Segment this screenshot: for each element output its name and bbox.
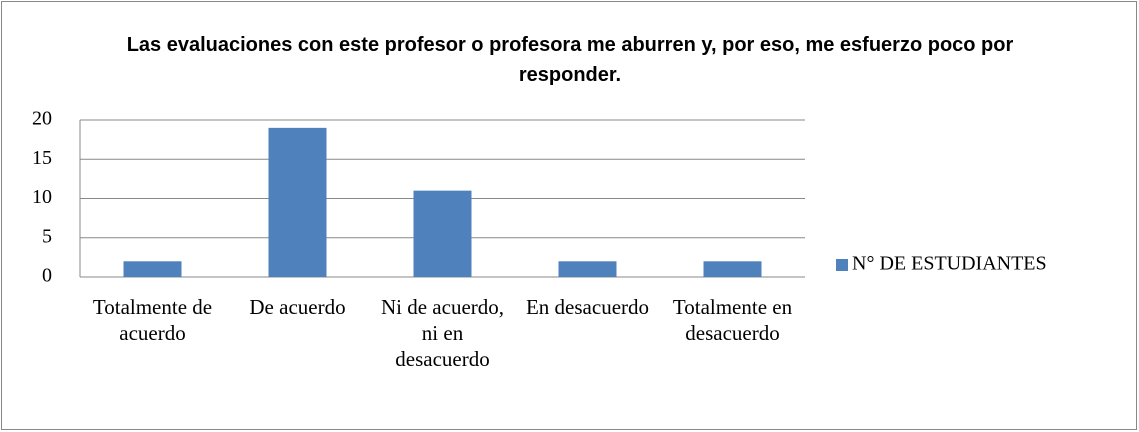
bar [123, 261, 182, 277]
x-tick-label: De acuerdo [249, 295, 346, 319]
x-tick-label: Totalmente de acuerdo [92, 295, 213, 345]
legend-label: N° DE ESTUDIANTES [852, 253, 1047, 275]
x-tick-label: Ni de acuerdo, ni en desacuerdo [380, 295, 505, 371]
y-tick-label: 20 [32, 108, 52, 130]
chart-title: Las evaluaciones con este profesor o pro… [126, 34, 1014, 86]
y-tick-label: 15 [32, 147, 52, 169]
bar [558, 261, 617, 277]
x-tick-label: Totalmente en desacuerdo [672, 295, 793, 345]
x-tick-label: En desacuerdo [525, 295, 650, 319]
legend-swatch [836, 259, 848, 271]
y-tick-label: 0 [42, 265, 52, 287]
bar [413, 190, 472, 277]
y-tick-label: 10 [32, 186, 52, 208]
bar [703, 261, 762, 277]
y-tick-label: 5 [42, 225, 52, 247]
bar [268, 127, 327, 277]
